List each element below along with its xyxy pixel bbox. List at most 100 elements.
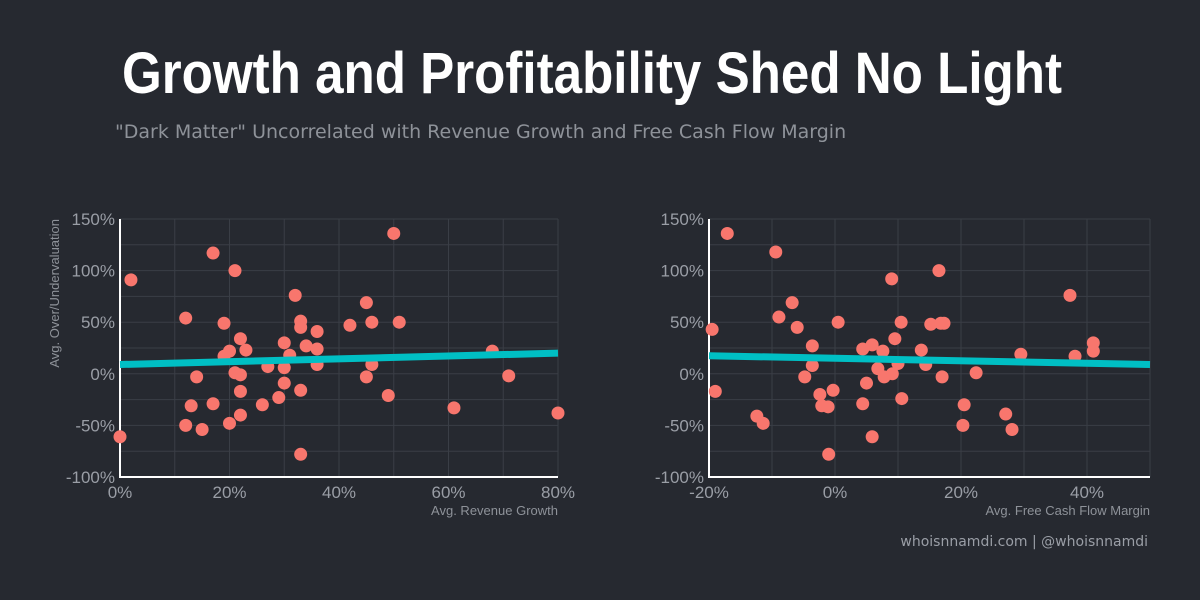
data-point — [195, 423, 209, 437]
footer-credit: whoisnnamdi.com | @whoisnnamdi — [900, 534, 1148, 550]
data-point — [1086, 344, 1100, 358]
y-axis-label: Avg. Over/Undervaluation — [47, 219, 62, 368]
data-point — [343, 318, 357, 332]
data-point — [1005, 423, 1019, 437]
data-point — [502, 369, 516, 383]
data-point — [233, 408, 247, 422]
x-tick-label: 80% — [541, 483, 575, 502]
data-point — [813, 387, 827, 401]
data-point — [447, 401, 461, 415]
data-point — [956, 418, 970, 432]
data-point — [772, 310, 786, 324]
data-point — [937, 316, 951, 330]
x-tick-label: 20% — [944, 483, 978, 502]
data-point — [206, 397, 220, 411]
data-point — [894, 315, 908, 329]
x-tick-label: 0% — [823, 483, 848, 502]
x-tick-label: 20% — [212, 483, 246, 502]
trend-line — [119, 349, 559, 369]
subtitle: "Dark Matter" Uncorrelated with Revenue … — [115, 121, 846, 143]
data-point — [255, 398, 269, 412]
data-point — [885, 272, 899, 286]
data-point — [277, 376, 291, 390]
data-point — [1014, 347, 1028, 361]
data-point — [790, 320, 804, 334]
data-point — [288, 288, 302, 302]
x-axis-label: Avg. Free Cash Flow Margin — [986, 503, 1151, 518]
y-tick-label: 50% — [81, 313, 115, 332]
y-tick-label: -50% — [664, 416, 704, 435]
data-point — [924, 317, 938, 331]
data-point — [805, 359, 819, 373]
y-tick-label: 150% — [661, 210, 704, 229]
data-point — [359, 370, 373, 384]
data-point — [184, 399, 198, 413]
data-point — [969, 366, 983, 380]
y-tick-label: -100% — [655, 468, 704, 487]
data-point — [277, 361, 291, 375]
data-point — [935, 370, 949, 384]
data-point — [865, 430, 879, 444]
y-tick-label: 0% — [679, 365, 704, 384]
data-point — [957, 398, 971, 412]
revenue-growth-chart: -100%-50%0%50%100%150%0% 20% 40% 60% 80%Avg.… — [47, 210, 575, 518]
data-point — [720, 226, 734, 240]
data-point — [932, 264, 946, 278]
data-point — [392, 315, 406, 329]
y-tick-label: -100% — [66, 468, 115, 487]
data-point — [999, 407, 1013, 421]
data-point — [277, 336, 291, 350]
data-point — [239, 343, 253, 357]
data-point — [310, 342, 324, 356]
data-point — [551, 406, 565, 420]
data-point — [1063, 288, 1077, 302]
data-point — [798, 370, 812, 384]
x-tick-label: -20% — [689, 483, 729, 502]
data-point — [821, 400, 835, 414]
data-point — [223, 344, 236, 358]
x-tick-label: 40% — [322, 483, 356, 502]
data-point — [831, 315, 845, 329]
data-point — [359, 296, 373, 310]
data-point — [113, 430, 127, 444]
y-tick-label: 100% — [661, 262, 704, 281]
data-point — [822, 447, 836, 461]
data-point — [785, 296, 799, 310]
data-point — [179, 311, 193, 325]
data-point — [888, 332, 902, 346]
data-point — [876, 344, 890, 358]
data-point — [381, 388, 395, 402]
data-point — [124, 273, 138, 287]
y-tick-label: 150% — [72, 210, 115, 229]
data-point — [233, 368, 247, 382]
y-tick-label: 100% — [72, 262, 115, 281]
y-tick-label: 50% — [670, 313, 704, 332]
data-point — [272, 391, 286, 405]
data-point — [856, 397, 870, 411]
data-point — [310, 324, 324, 338]
data-point — [299, 339, 313, 353]
data-point — [895, 392, 909, 406]
x-tick-label: 60% — [431, 483, 465, 502]
data-point — [865, 338, 879, 352]
data-point — [217, 316, 231, 330]
data-point — [206, 246, 220, 260]
trend-line — [708, 352, 1151, 369]
data-point — [708, 384, 722, 398]
data-point — [233, 332, 247, 346]
y-tick-label: 0% — [90, 365, 115, 384]
data-point — [365, 315, 379, 329]
data-point — [885, 367, 899, 381]
data-point — [769, 245, 783, 259]
data-point — [179, 418, 193, 432]
page-title: Growth and Profitability Shed No Light — [122, 41, 1062, 106]
x-tick-label: 40% — [1070, 483, 1104, 502]
fcf-margin-chart: -100% -50% 0% 50% 100% 150% -20% 0% 20% 40%Avg. F… — [655, 210, 1151, 518]
data-point — [860, 376, 873, 390]
data-point — [826, 383, 840, 397]
data-point — [294, 447, 308, 461]
x-axis-label: Avg. Revenue Growth — [431, 503, 558, 518]
data-point — [705, 322, 719, 336]
y-tick-label: -50% — [75, 416, 115, 435]
